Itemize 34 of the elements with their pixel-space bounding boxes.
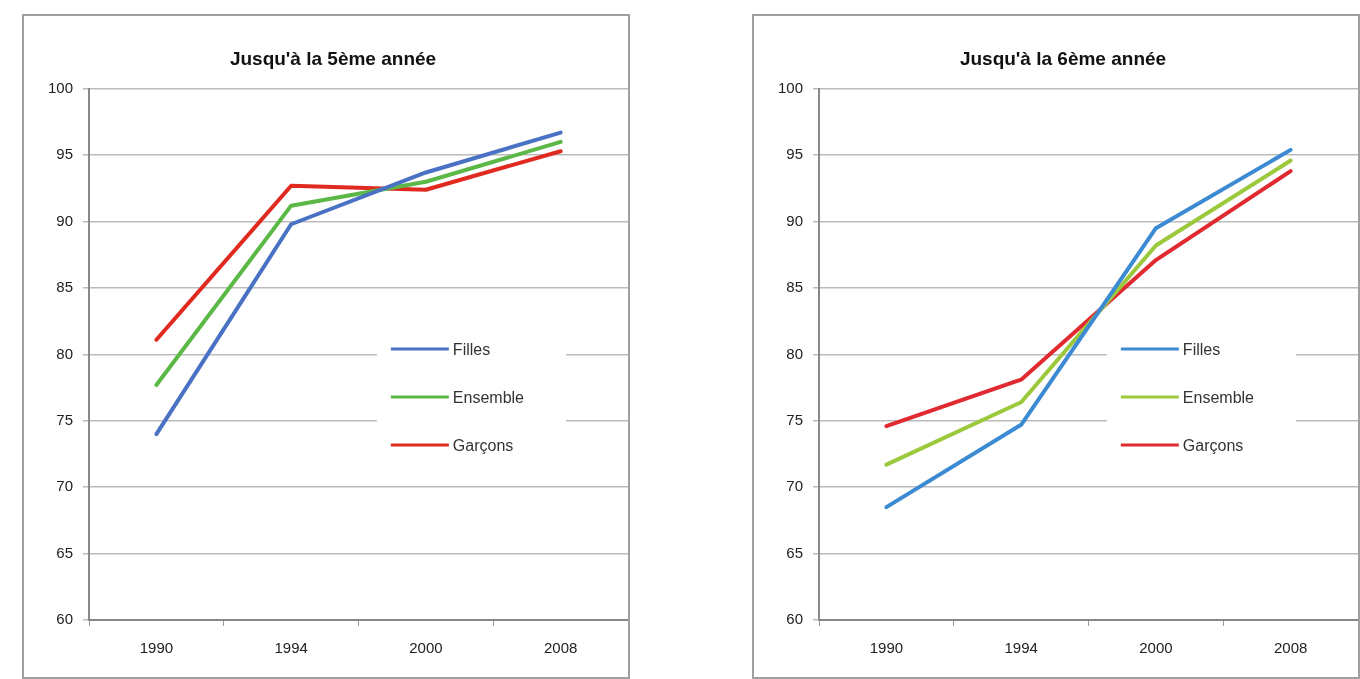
y-tick-label: 60 [786,610,804,628]
x-tick-label: 2000 [1139,639,1173,657]
y-tick-label: 85 [56,278,74,296]
legend-label: Ensemble [1182,389,1255,407]
y-tick-label: 70 [786,477,804,495]
legend-label: Filles [452,341,491,359]
y-tick-label: 65 [786,543,804,561]
y-tick-label: 60 [56,610,74,628]
y-tick-label: 80 [786,344,804,362]
legend-label: Filles [1182,341,1221,359]
y-tick-label: 100 [48,78,74,96]
y-tick-label: 100 [778,78,804,96]
y-tick-label: 95 [786,145,804,163]
y-tick-label: 75 [786,410,804,428]
chart-title: Jusqu'à la 6ème année [959,47,1167,69]
y-tick-label: 85 [786,278,804,296]
y-tick-label: 90 [786,211,804,229]
x-tick-label: 2000 [409,639,443,657]
x-tick-label: 1994 [274,639,308,657]
legend-label: Garçons [1182,437,1244,455]
x-tick-label: 2008 [1273,639,1308,657]
y-tick-label: 95 [56,145,74,163]
y-tick-label: 75 [56,410,74,428]
legend-label: Ensemble [452,389,525,407]
chart-title: Jusqu'à la 5ème année [229,47,437,69]
legend-label: Garçons [452,437,514,455]
x-tick-label: 1990 [869,639,904,657]
x-tick-label: 1990 [139,639,174,657]
y-tick-label: 90 [56,211,74,229]
x-tick-label: 2008 [543,639,578,657]
y-tick-label: 70 [56,477,74,495]
y-tick-label: 80 [56,344,74,362]
x-tick-label: 1994 [1004,639,1038,657]
y-tick-label: 65 [56,543,74,561]
